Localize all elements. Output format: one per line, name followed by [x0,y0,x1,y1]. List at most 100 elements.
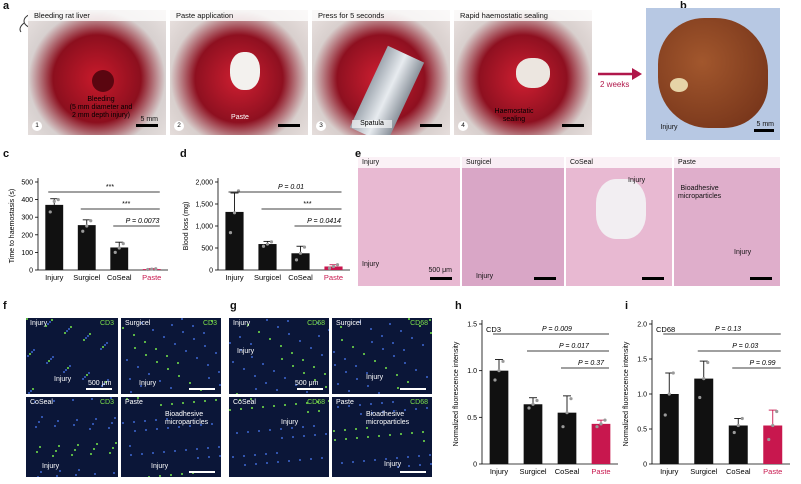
fluorescence-speck [392,342,394,344]
fluorescence-speck [229,342,231,344]
significance-label: P = 0.03 [732,343,758,350]
photo-step-4: Rapid haemostatic sealing Haemostatic se… [454,10,592,135]
fluorescence-speck [71,454,73,456]
data-point [261,244,266,248]
fluorescence-speck [381,402,383,404]
fluorescence-speck [26,318,28,320]
data-point [146,267,150,272]
fluorescence-speck [182,402,184,404]
fluorescence-speck [137,397,139,399]
fluorescence-speck [182,331,184,333]
fluorescence-speck [167,368,169,370]
fluorescence-speck [295,384,297,386]
fluorescence-speck [318,335,320,337]
fl-marker: CD3 [99,320,114,327]
scale-bar [136,124,158,127]
fluorescence-speck [348,390,350,392]
data-point [561,425,565,429]
photo-step-3: Press for 5 seconds Spatula 3 [312,10,450,135]
step-number-2: 2 [174,121,184,131]
data-point [232,211,237,215]
chart-title: CD68 [656,325,675,334]
fluorescence-speck [50,358,52,360]
y-tick-label: 0 [209,268,213,275]
panel-label-i: i [625,300,629,312]
fl-cd3-injury: Injury CD3 Injury 500 μm [26,318,118,394]
significance-label: P = 0.01 [278,184,304,191]
fluorescence-speck [244,464,246,466]
fluorescence-speck [113,472,115,474]
fluorescence-speck [177,362,179,364]
fluorescence-speck [204,400,206,402]
he-injury: Injury Injury 500 μm [358,157,460,286]
fluorescence-speck [371,412,373,414]
data-point [767,437,771,442]
fluorescence-speck [166,355,168,357]
fl-title: Paste [336,399,354,406]
scale-bar [754,129,774,132]
fluorescence-speck [193,401,195,403]
fluorescence-speck [236,393,238,394]
fluorescence-speck [178,375,180,377]
bar [324,266,343,270]
fluorescence-speck [110,397,112,399]
fluorescence-speck [145,429,147,431]
fluorescence-speck [281,358,283,360]
data-point [698,395,702,400]
fluorescence-speck [134,347,136,349]
fluorescence-speck [366,372,368,374]
chart-title: CD3 [486,325,501,334]
category-label: Paste [591,467,610,476]
data-point [85,224,89,228]
caption-step-1: Bleeding rat liver [28,10,166,21]
fluorescence-speck [66,330,68,332]
y-tick-label: 1,500 [195,202,213,209]
fluorescence-speck [418,455,420,457]
fl-title: Surgicel [125,320,151,327]
fluorescence-speck [51,319,53,321]
fluorescence-speck [236,432,238,434]
fluorescence-speck [155,419,157,421]
fluorescence-speck [88,372,90,374]
fluorescence-speck [106,342,108,344]
significance-label: P = 0.13 [715,326,741,333]
annotation-injury: Injury [139,380,157,387]
fluorescence-speck [317,401,319,403]
fluorescence-speck [371,341,373,343]
bar [763,425,783,464]
fluorescence-speck [178,426,180,428]
fl-cd3-coseal: CoSeal CD3 Injury [26,397,118,477]
data-point [331,264,336,269]
panel-label-c: c [3,148,10,160]
fluorescence-speck [156,428,158,430]
fluorescence-speck [333,430,335,432]
scale-bar [86,388,112,390]
y-tick-label: 100 [21,250,33,257]
fluorescence-speck [306,391,308,393]
fluorescence-speck [397,387,399,389]
fluorescence-speck [302,359,304,361]
annotation-injury: Injury [42,463,60,470]
fl-cd68-coseal: CoSeal CD68 Injury [229,397,329,477]
arrow-label: 2 weeks [600,80,630,89]
fluorescence-speck [281,437,283,439]
fluorescence-speck [337,406,339,408]
fluorescence-speck [76,419,78,421]
fluorescence-speck [167,427,169,429]
fluorescence-speck [430,463,432,465]
significance-label: *** [106,184,114,191]
fluorescence-speck [34,401,36,403]
fluorescence-speck [115,442,117,444]
fluorescence-speck [82,378,84,380]
fluorescence-speck [204,345,206,347]
panel-label-h: h [455,300,462,312]
fluorescence-speck [251,356,253,358]
scale-bar [750,277,772,280]
fl-marker: CD68 [410,320,428,327]
step-number-3: 3 [316,121,326,131]
fluorescence-speck [109,452,111,454]
category-label: Surgicel [519,467,546,476]
annotation-injury: Injury [628,177,646,184]
fluorescence-speck [280,345,282,347]
annotation-bleeding: Bleeding (5 mm diameter and 2 mm depth i… [69,96,133,119]
